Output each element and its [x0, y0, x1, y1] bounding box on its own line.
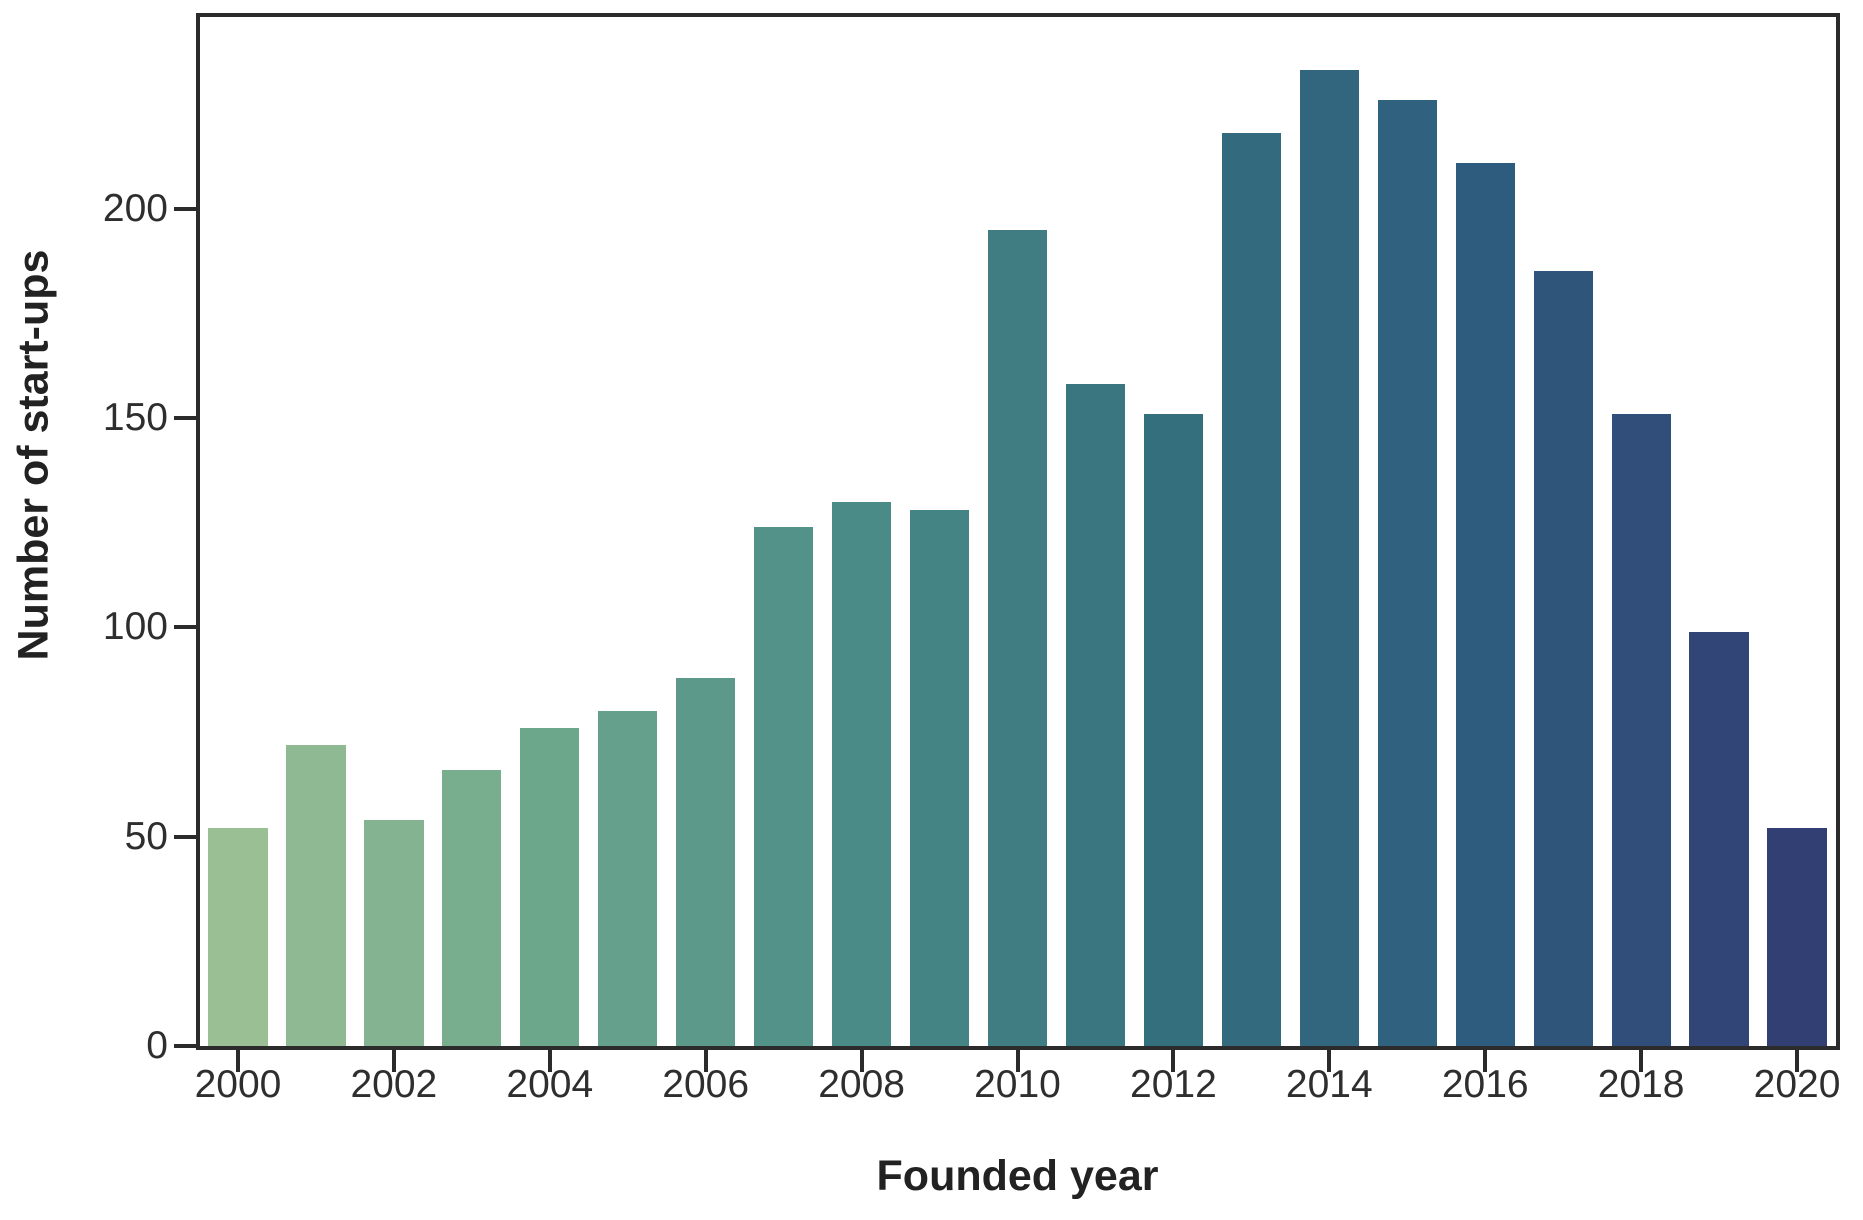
- bar-2010: [987, 229, 1048, 1046]
- x-tick-mark-2000: [235, 1050, 240, 1072]
- x-tick-mark-2018: [1639, 1050, 1644, 1072]
- x-tick-label-2012: 2012: [1130, 1063, 1217, 1106]
- bar-2012: [1143, 413, 1204, 1046]
- bar-slot-2004: [511, 16, 589, 1046]
- bar-slot-2018: [1602, 16, 1680, 1046]
- bar-2011: [1065, 384, 1126, 1046]
- x-tick-mark-2008: [859, 1050, 864, 1072]
- bar-2004: [520, 727, 580, 1046]
- bar-slot-2009: [901, 16, 979, 1046]
- bar-slot-2020: [1758, 16, 1836, 1046]
- bar-2017: [1533, 271, 1593, 1046]
- bar-slot-2002: [355, 16, 433, 1046]
- x-tick-label-2004: 2004: [506, 1063, 594, 1106]
- x-tick-mark-2002: [391, 1050, 396, 1072]
- bar-2008: [831, 501, 892, 1046]
- bar-slot-2005: [589, 16, 667, 1046]
- y-tick-label-0: 0: [146, 1024, 168, 1067]
- bar-slot-2010: [979, 16, 1057, 1046]
- bar-2000: [208, 828, 268, 1046]
- bar-slot-2000: [199, 16, 277, 1046]
- y-tick-mark-100: [174, 625, 197, 630]
- bar-2018: [1611, 413, 1671, 1046]
- bar-2001: [286, 744, 346, 1046]
- y-tick-mark-50: [174, 834, 197, 839]
- x-tick-mark-2010: [1015, 1050, 1020, 1072]
- bar-slot-2003: [433, 16, 511, 1046]
- x-tick-mark-2014: [1327, 1050, 1332, 1072]
- bar-2014: [1299, 70, 1359, 1046]
- y-tick-mark-0: [174, 1044, 197, 1048]
- bar-slot-2015: [1368, 16, 1446, 1046]
- x-tick-label-2010: 2010: [974, 1063, 1061, 1106]
- x-tick-label-2000: 2000: [194, 1063, 282, 1106]
- bar-slot-2006: [667, 16, 745, 1046]
- x-tick-label-2008: 2008: [818, 1063, 905, 1106]
- plot-area: [199, 16, 1836, 1046]
- x-axis-title: Founded year: [876, 1152, 1159, 1200]
- x-tick-label-2020: 2020: [1753, 1063, 1841, 1106]
- x-tick-label-2018: 2018: [1597, 1063, 1685, 1106]
- y-tick-label-150: 150: [102, 395, 168, 439]
- x-tick-mark-2012: [1171, 1050, 1176, 1072]
- bar-2019: [1689, 631, 1749, 1046]
- bar-2015: [1377, 99, 1437, 1046]
- x-tick-label-2006: 2006: [662, 1063, 750, 1106]
- y-tick-label-200: 200: [102, 186, 168, 230]
- x-tick-label-2016: 2016: [1441, 1063, 1529, 1106]
- bar-slot-2011: [1056, 16, 1134, 1046]
- bar-2005: [598, 711, 658, 1046]
- bar-2006: [676, 677, 736, 1046]
- x-tick-label-2014: 2014: [1285, 1063, 1373, 1106]
- bar-slot-2008: [823, 16, 901, 1046]
- bar-slot-2014: [1290, 16, 1368, 1046]
- x-tick-mark-2004: [547, 1050, 552, 1072]
- bar-2003: [442, 769, 502, 1046]
- bar-slot-2012: [1134, 16, 1212, 1046]
- x-tick-label-2002: 2002: [350, 1063, 438, 1106]
- y-tick-mark-150: [174, 415, 197, 420]
- bar-2013: [1221, 133, 1281, 1046]
- bar-slot-2001: [277, 16, 355, 1046]
- y-axis-title: Number of start-ups: [9, 249, 58, 661]
- bar-slot-2007: [745, 16, 823, 1046]
- bar-slot-2017: [1524, 16, 1602, 1046]
- y-tick-label-50: 50: [124, 814, 168, 858]
- bar-2020: [1767, 828, 1827, 1046]
- bar-2007: [754, 526, 814, 1046]
- bar-slot-2019: [1680, 16, 1758, 1046]
- bar-2002: [364, 819, 424, 1046]
- x-tick-mark-2020: [1795, 1050, 1800, 1072]
- x-tick-mark-2016: [1483, 1050, 1488, 1072]
- bar-slot-2013: [1212, 16, 1290, 1046]
- y-tick-mark-200: [174, 206, 197, 211]
- bar-slot-2016: [1446, 16, 1524, 1046]
- bar-2009: [909, 510, 970, 1046]
- y-tick-label-100: 100: [102, 605, 168, 649]
- x-tick-mark-2006: [703, 1050, 708, 1072]
- bar-2016: [1455, 162, 1515, 1046]
